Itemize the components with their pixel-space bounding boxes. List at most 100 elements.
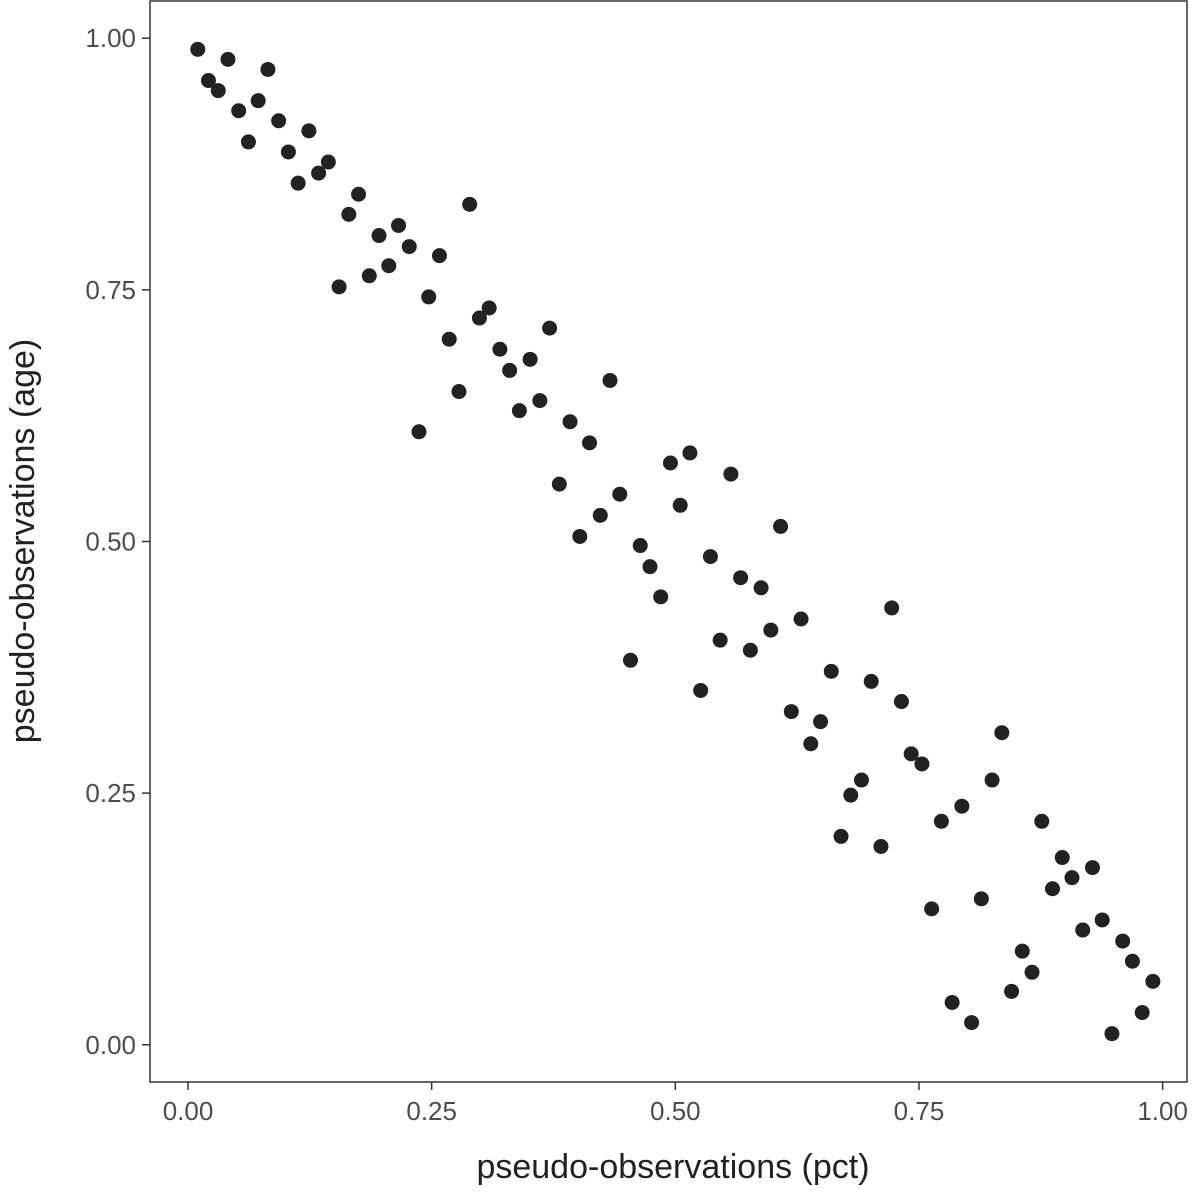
point <box>783 704 799 720</box>
x-axis-title: pseudo-observations (pct) <box>476 1148 869 1186</box>
point <box>803 736 819 752</box>
point <box>753 580 769 596</box>
point <box>1014 943 1030 959</box>
point <box>973 891 989 907</box>
point <box>271 113 287 129</box>
point <box>511 403 527 419</box>
point <box>351 186 367 202</box>
point <box>190 41 206 57</box>
point <box>793 611 809 627</box>
point <box>682 445 698 461</box>
point <box>451 384 467 400</box>
point <box>602 372 618 388</box>
point <box>331 279 347 295</box>
point <box>301 123 317 139</box>
point <box>924 901 940 917</box>
y-axis-title: pseudo-observations (age) <box>4 339 42 743</box>
point <box>954 798 970 814</box>
point <box>823 663 839 679</box>
point <box>813 714 829 730</box>
point <box>492 341 508 357</box>
point <box>742 642 758 658</box>
point <box>532 393 548 409</box>
point <box>984 772 1000 788</box>
point <box>733 570 749 586</box>
point <box>320 154 336 170</box>
point <box>843 787 859 803</box>
y-tick-label: 0.25 <box>85 778 136 808</box>
point <box>863 673 879 689</box>
point <box>1145 973 1161 989</box>
point <box>662 455 678 471</box>
point <box>763 622 779 638</box>
point <box>421 289 437 305</box>
point <box>1064 870 1080 886</box>
x-tick-label: 0.25 <box>406 1096 457 1126</box>
y-tick-label: 0.75 <box>85 275 136 305</box>
y-tick-label: 1.00 <box>85 23 136 53</box>
point <box>1084 860 1100 876</box>
point <box>1054 850 1070 866</box>
y-tick-label: 0.50 <box>85 527 136 557</box>
point <box>642 559 658 575</box>
point <box>542 320 558 336</box>
point <box>280 144 296 160</box>
point <box>773 518 789 534</box>
point <box>240 134 256 150</box>
point <box>231 103 247 119</box>
point <box>582 435 598 451</box>
point <box>1024 964 1040 980</box>
x-tick-label: 0.75 <box>894 1096 945 1126</box>
plot-frame <box>149 0 1188 1083</box>
point <box>1124 953 1140 969</box>
point <box>210 83 226 99</box>
point <box>290 175 306 191</box>
point <box>873 838 889 854</box>
x-tick-label: 0.50 <box>650 1096 701 1126</box>
point <box>341 206 357 222</box>
point <box>462 196 478 212</box>
x-tick-label: 0.00 <box>163 1096 214 1126</box>
point <box>964 1015 980 1031</box>
point <box>361 268 377 284</box>
point <box>592 507 608 523</box>
point <box>702 549 718 565</box>
point <box>411 424 427 440</box>
point <box>502 362 518 378</box>
point <box>612 486 628 502</box>
point <box>833 828 849 844</box>
point <box>1075 922 1091 938</box>
point <box>884 600 900 616</box>
y-tick-label: 0.00 <box>85 1030 136 1060</box>
point <box>1104 1026 1120 1042</box>
point <box>944 994 960 1010</box>
point <box>914 756 930 772</box>
point <box>1094 912 1110 928</box>
point <box>653 589 669 605</box>
point <box>853 772 869 788</box>
point <box>1115 933 1131 949</box>
point <box>260 61 276 77</box>
point <box>1134 1005 1150 1021</box>
point <box>893 694 909 710</box>
point <box>572 528 588 544</box>
point <box>622 652 638 668</box>
point <box>311 165 327 181</box>
point <box>481 300 497 316</box>
point <box>632 538 648 554</box>
point <box>693 682 709 698</box>
point <box>994 725 1010 741</box>
point <box>371 228 387 244</box>
point <box>250 93 266 109</box>
point <box>1045 881 1061 897</box>
point <box>723 466 739 482</box>
point <box>1004 983 1020 999</box>
point <box>200 73 216 89</box>
point <box>391 217 407 233</box>
point <box>1034 813 1050 829</box>
point <box>712 632 728 648</box>
point <box>471 310 487 326</box>
point <box>933 813 949 829</box>
point <box>562 414 578 430</box>
